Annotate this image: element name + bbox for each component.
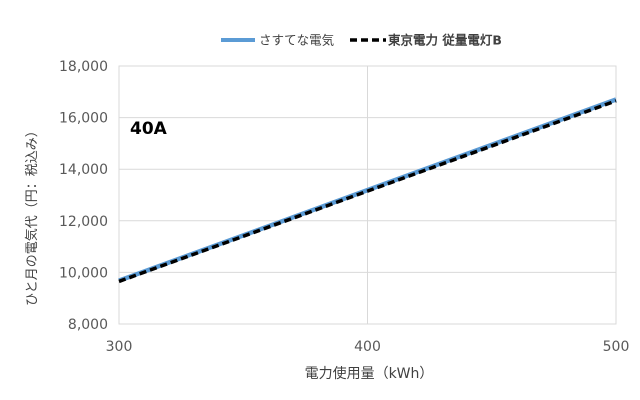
y-tick-label: 16,000 <box>59 111 108 127</box>
x-tick-label: 500 <box>603 339 630 355</box>
grid-lines <box>118 65 617 325</box>
y-tick-label: 10,000 <box>59 265 108 281</box>
legend-label-tepco: 東京電力 従量電灯B <box>388 33 502 48</box>
x-tick-label: 400 <box>354 339 381 355</box>
series-lines <box>118 97 617 284</box>
y-tick-label: 18,000 <box>59 59 108 75</box>
x-tick-label: 300 <box>106 339 133 355</box>
x-tick-labels: 300 400 500 <box>106 339 630 355</box>
x-axis-title: 電力使用量（kWh） <box>305 365 434 382</box>
y-tick-label: 8,000 <box>68 317 108 333</box>
y-tick-label: 12,000 <box>59 214 108 230</box>
y-tick-label: 14,000 <box>59 162 108 178</box>
y-axis-title: ひと月の電気代（円：税込み） <box>24 124 40 306</box>
y-tick-labels: 8,000 10,000 12,000 14,000 16,000 18,000 <box>59 59 108 333</box>
legend: さすてな電気 東京電力 従量電灯B <box>221 33 502 48</box>
legend-label-sustena: さすてな電気 <box>259 33 334 48</box>
annotation-label: 40A <box>130 119 168 139</box>
series-line-tepco <box>118 99 617 284</box>
